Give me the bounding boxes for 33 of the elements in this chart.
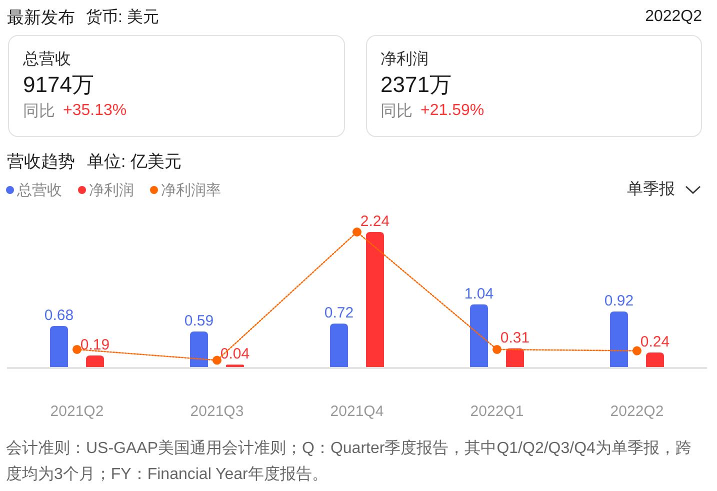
legend-label: 净利润 bbox=[89, 180, 134, 200]
data-label: 0.31 bbox=[500, 329, 530, 346]
legend-label: 总营收 bbox=[17, 180, 62, 200]
x-tick-label: 2022Q2 bbox=[610, 403, 664, 420]
note: 会计准则：US-GAAP美国通用会计准则；Q：Quarter季度报告，其中Q1/Q2/Q3/Q4为单季报，跨度均为3个月；FY：Financial Year年度报告。 bbox=[6, 438, 692, 485]
data-label: 0.68 bbox=[44, 307, 74, 324]
title: 营收趋势 bbox=[7, 150, 75, 172]
data-label: 0.59 bbox=[184, 312, 214, 330]
legend-label: 净利润率 bbox=[161, 180, 221, 200]
data-label: 0.04 bbox=[220, 346, 250, 363]
card-label: 总营收 bbox=[23, 50, 71, 70]
data-label: 1.04 bbox=[464, 285, 494, 302]
x-tick-label: 2022Q1 bbox=[470, 403, 524, 420]
data-label: 0.72 bbox=[324, 304, 354, 322]
title: 最新发布 bbox=[7, 6, 75, 28]
dropdown-label: 单季报 bbox=[627, 180, 675, 200]
data-label: 0.92 bbox=[604, 292, 634, 310]
card-change: +21.59% bbox=[420, 102, 484, 120]
card-compare-label: 同比 bbox=[380, 102, 412, 122]
card-value: 9174万 bbox=[23, 72, 94, 98]
card-label: 净利润 bbox=[380, 50, 428, 70]
data-label: 0.24 bbox=[640, 334, 670, 351]
x-tick-label: 2021Q3 bbox=[190, 403, 244, 420]
card-value: 2371万 bbox=[380, 72, 452, 98]
data-label: 0.19 bbox=[80, 336, 110, 354]
subtitle: 货币: 美元 bbox=[86, 8, 159, 28]
data-label: 2.24 bbox=[360, 213, 390, 230]
card-change: +35.13% bbox=[63, 102, 127, 120]
subtitle: 单位: 亿美元 bbox=[87, 150, 182, 172]
x-tick-label: 2021Q4 bbox=[330, 403, 384, 420]
annotation: 2022Q2 bbox=[645, 7, 702, 27]
x-tick-label: 2021Q2 bbox=[50, 403, 104, 420]
card-compare-label: 同比 bbox=[23, 102, 55, 122]
